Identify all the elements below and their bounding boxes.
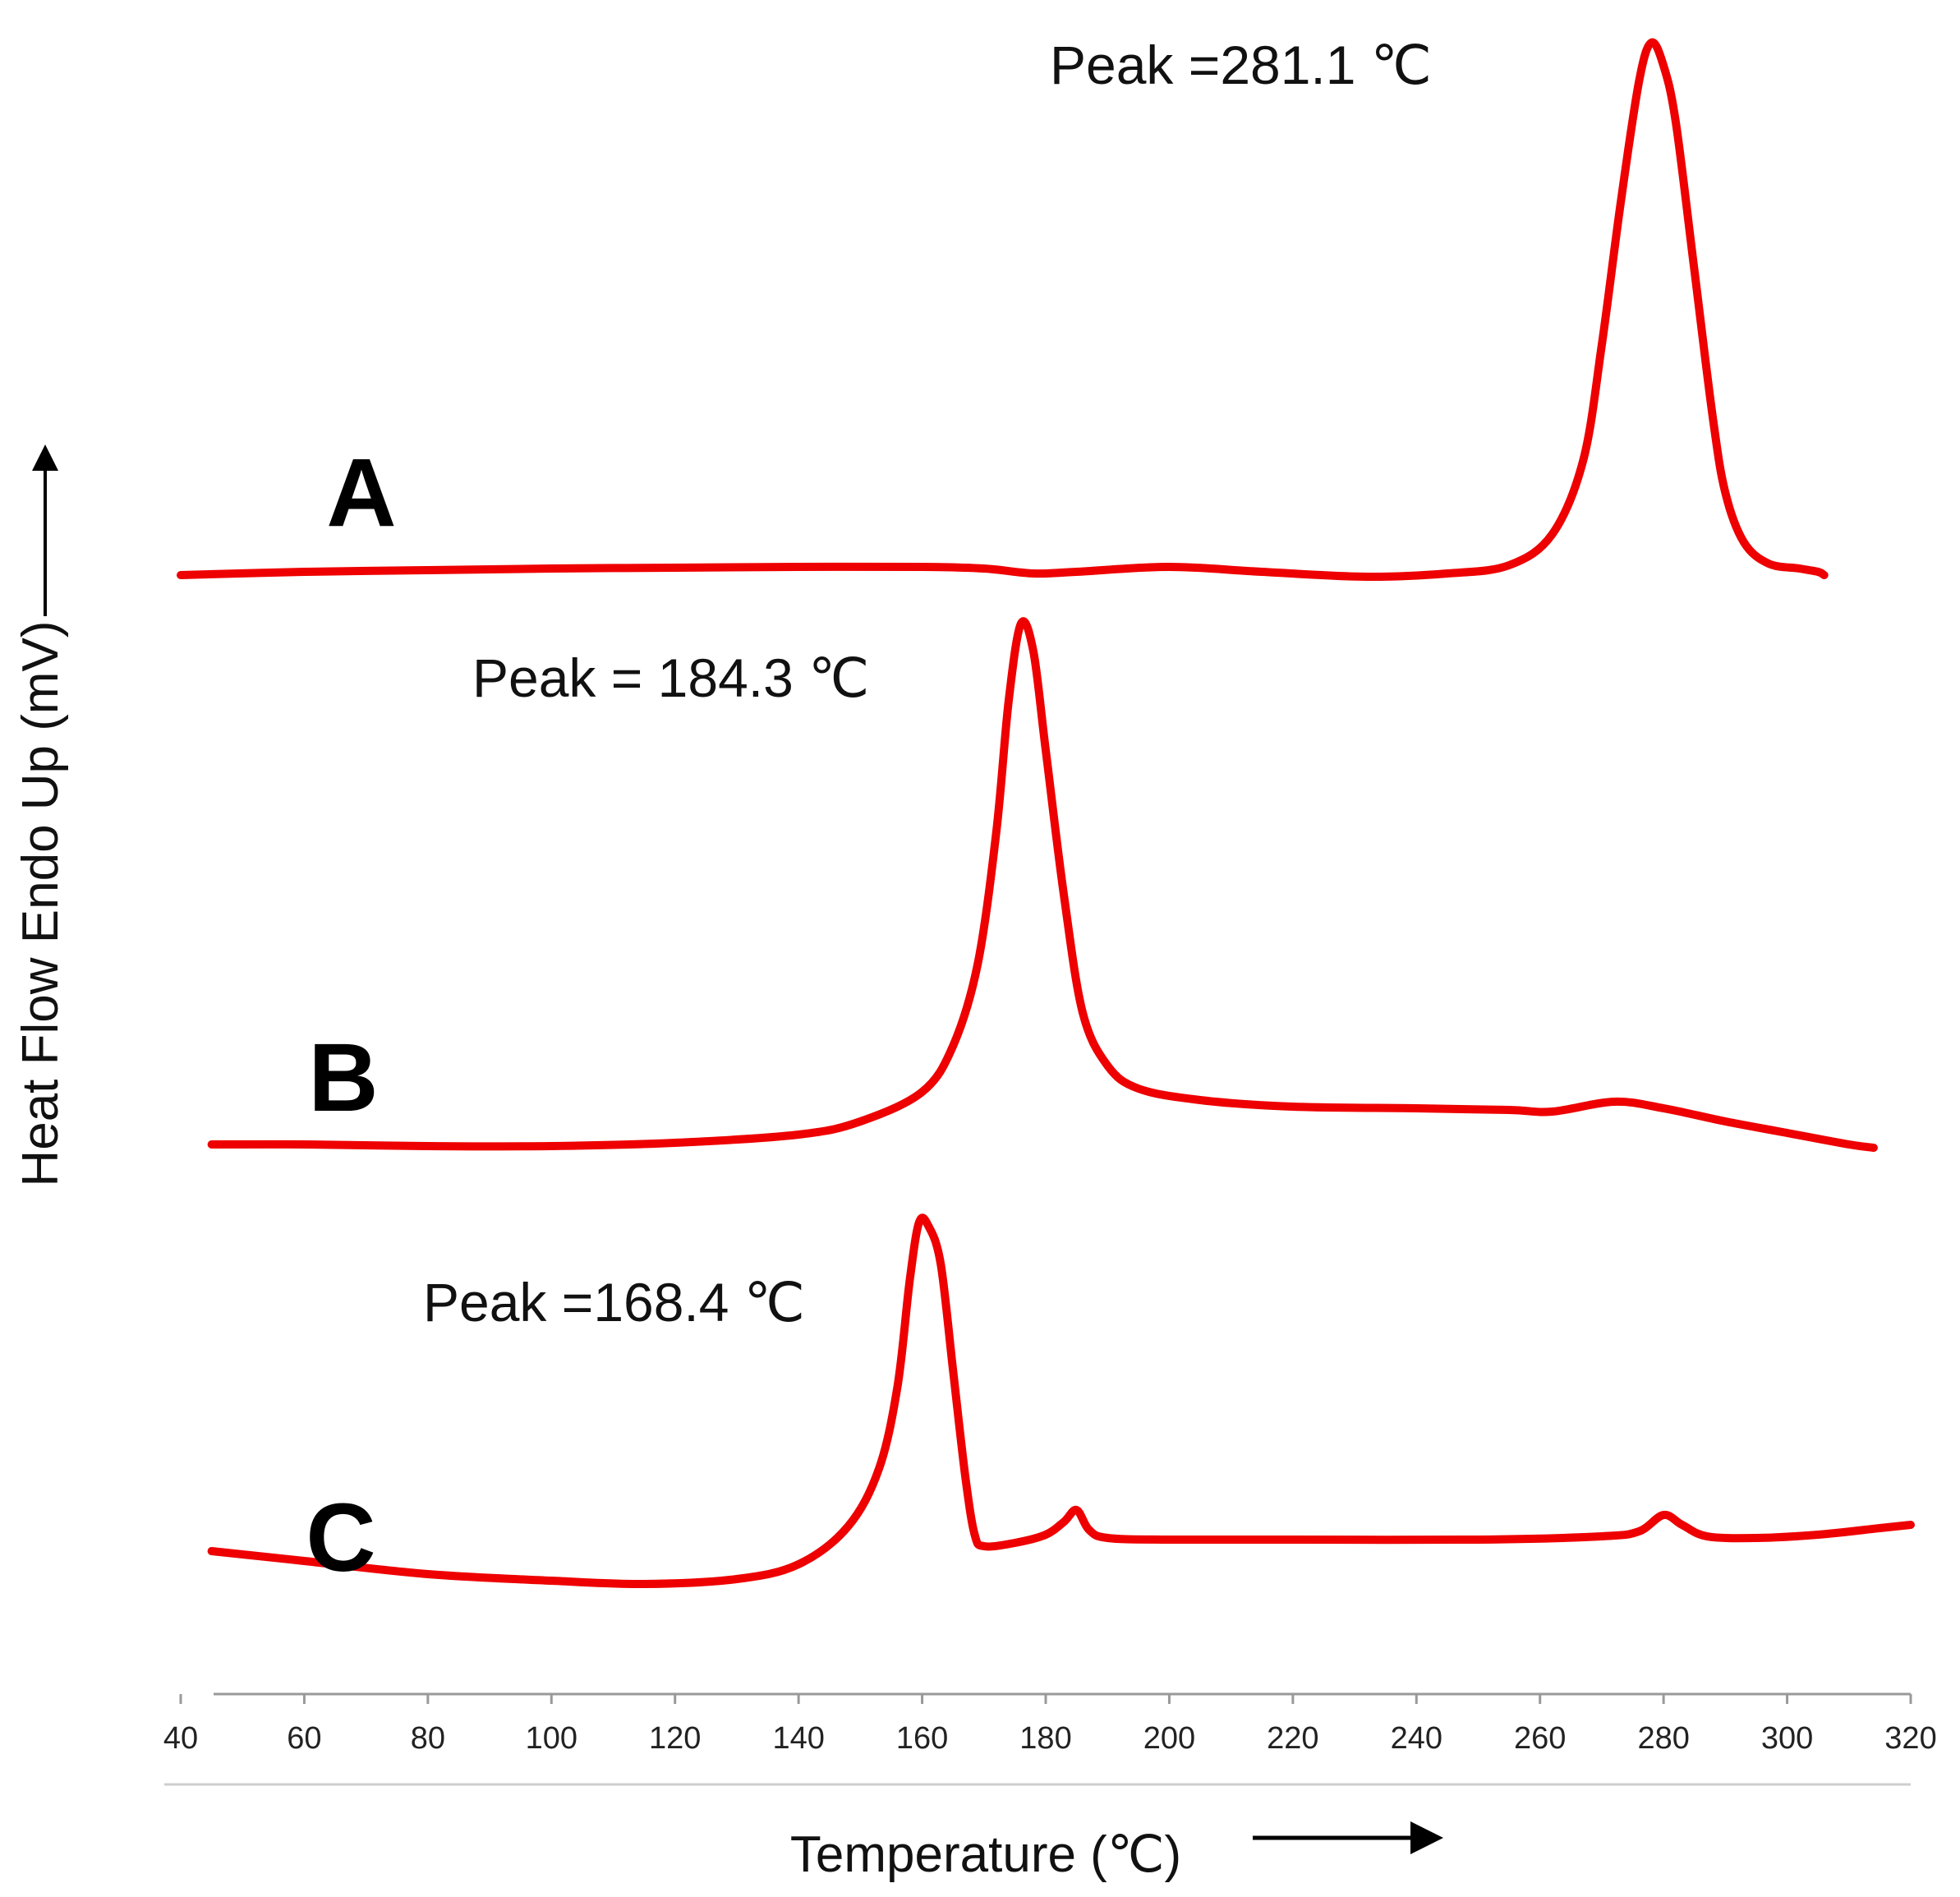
series-curve-b (207, 617, 1878, 1152)
x-tick-label: 200 (1143, 1721, 1195, 1756)
x-tick-group: 40 60 80 100 120 140 160 180 200 220 240 260 280 300 3… (163, 1694, 1937, 1756)
x-tick-label: 100 (526, 1721, 577, 1756)
x-tick-label: 260 (1514, 1721, 1566, 1756)
x-tick-label: 220 (1267, 1721, 1318, 1756)
x-tick-label: 180 (1019, 1721, 1071, 1756)
peak-label-group: Peak =281.1 ℃ Peak = 184.3 ℃ Peak =168.4 ℃ (423, 35, 1432, 1333)
series-label-group: A B C (306, 439, 396, 1592)
x-axis-title: Temperature (℃) (790, 1826, 1181, 1883)
peak-annotation-c: Peak =168.4 ℃ (423, 1272, 805, 1333)
x-tick-label: 120 (649, 1721, 701, 1756)
curve-group (177, 38, 1915, 1589)
peak-annotation-a: Peak =281.1 ℃ (1050, 35, 1432, 95)
series-label-c: C (306, 1484, 375, 1592)
series-curve-c (207, 1213, 1915, 1589)
series-label-b: B (308, 1024, 378, 1132)
x-tick-label: 160 (896, 1721, 948, 1756)
x-tick-label: 40 (163, 1721, 198, 1756)
x-tick-label: 80 (411, 1721, 445, 1756)
x-tick-label: 240 (1391, 1721, 1442, 1756)
y-axis-title: Heat Flow Endo Up (mV) (12, 620, 69, 1186)
x-tick-label: 300 (1761, 1721, 1813, 1756)
x-tick-label: 280 (1637, 1721, 1689, 1756)
series-curve-a (177, 38, 1829, 582)
series-label-a: A (326, 439, 396, 547)
x-tick-label: 140 (772, 1721, 824, 1756)
x-tick-label: 60 (287, 1721, 321, 1756)
peak-annotation-b: Peak = 184.3 ℃ (472, 647, 869, 708)
x-tick-label: 320 (1884, 1721, 1936, 1756)
